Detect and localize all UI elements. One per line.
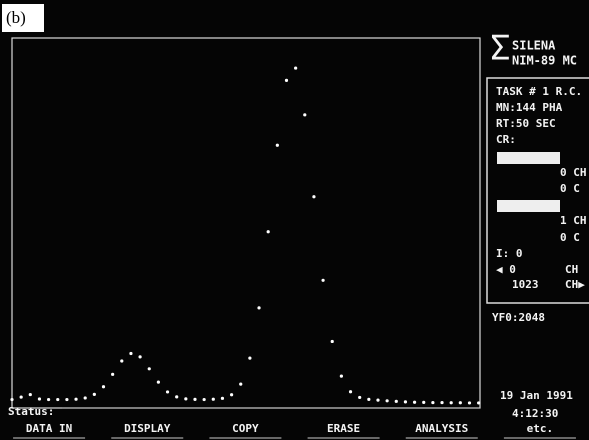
spectrum-point (403, 400, 408, 404)
spectrum-point (385, 399, 389, 403)
region-value: 0 CH (560, 166, 587, 179)
date: 19 Jan 1991 (500, 389, 573, 402)
integral: I: 0 (496, 247, 523, 260)
spectrum-point (147, 367, 151, 371)
spectrum-point (330, 339, 334, 344)
full-scale: YF0:2048 (492, 311, 545, 324)
spectrum-point (92, 392, 96, 397)
spectrum-point (367, 397, 371, 401)
spectrum-point (37, 397, 42, 401)
spectrum-point (348, 390, 353, 394)
spectrum-point (449, 401, 453, 405)
spectrum-plot (10, 66, 481, 405)
label-box (2, 4, 44, 32)
spectrum-point (220, 396, 225, 400)
spectrum-point (129, 351, 133, 356)
region-value: 0 C (560, 231, 580, 244)
status-label: Status: (8, 405, 54, 418)
sigma-logo: Σ (490, 29, 510, 69)
region-value: 0 C (560, 182, 580, 195)
status-box (486, 77, 589, 304)
spectrum-point (303, 113, 307, 117)
left-marker: ◀ 0 (496, 263, 516, 276)
spectrum-point (184, 397, 188, 401)
spectrum-point (10, 397, 14, 402)
region-value: 1 CH (560, 214, 587, 227)
spectrum-point (111, 372, 115, 376)
softkey[interactable]: ANALYSIS (415, 422, 468, 435)
spectrum-point (101, 385, 106, 389)
spectrum-point (56, 397, 60, 402)
spectrum-point (321, 278, 325, 282)
spectrum-point (275, 143, 279, 147)
softkey[interactable]: DATA IN (26, 422, 72, 435)
brand: SILENA (512, 39, 556, 53)
softkey[interactable]: etc. (527, 422, 554, 435)
spectrum-point (19, 395, 23, 399)
status-line: CR: (496, 133, 516, 146)
spectrum-point (65, 397, 69, 402)
spectrum-point (412, 400, 417, 404)
spectrum-point (376, 398, 380, 402)
spectrum-point (312, 195, 316, 199)
left-unit: CH (565, 263, 578, 276)
spectrum-point (211, 397, 215, 401)
spectrum-point (284, 78, 289, 82)
spectrum-point (229, 393, 234, 397)
spectrum-point (165, 390, 170, 394)
spectrum-point (193, 397, 197, 401)
spectrum-point (257, 306, 261, 310)
spectrum-point (202, 397, 206, 402)
spectrum-point (458, 401, 462, 405)
softkey[interactable]: ERASE (327, 422, 360, 435)
spectrum-point (156, 380, 160, 384)
softkey-menu: DATA IN DISPLAY COPY ERASE ANALYSIS etc. (13, 422, 576, 439)
model: NIM-89 MC (512, 54, 577, 68)
right-unit: CH▶ (565, 278, 585, 291)
figure-label: (b) (6, 8, 26, 27)
softkey[interactable]: DISPLAY (124, 422, 171, 435)
time: 4:12:30 (512, 407, 558, 420)
region-bar (497, 200, 560, 212)
spectrum-point (358, 395, 362, 400)
spectrum-point (266, 230, 270, 234)
spectrum-point (138, 355, 142, 359)
softkey[interactable]: COPY (232, 422, 259, 435)
spectrum-point (440, 400, 444, 405)
spectrum-point (294, 66, 298, 70)
spectrum-point (477, 401, 481, 405)
spectrum-point (28, 392, 32, 397)
spectrum-point (394, 399, 398, 403)
spectrum-point (175, 395, 179, 399)
spectrum-point (74, 397, 78, 401)
region-bar (497, 152, 560, 164)
spectrum-point (422, 400, 426, 405)
status-line: TASK # 1 R.C. (496, 85, 582, 98)
right-marker: 1023 (512, 278, 539, 291)
spectrum-point (46, 397, 51, 402)
spectrum-point (467, 401, 472, 405)
status-line: MN:144 PHA (496, 101, 563, 114)
spectrum-point (339, 374, 343, 378)
spectrum-point (83, 396, 87, 400)
spectrum-point (120, 359, 124, 363)
status-line: RT:50 SEC (496, 117, 556, 130)
spectrum-point (239, 382, 243, 386)
spectrum-point (431, 400, 435, 405)
spectrum-point (248, 356, 252, 360)
